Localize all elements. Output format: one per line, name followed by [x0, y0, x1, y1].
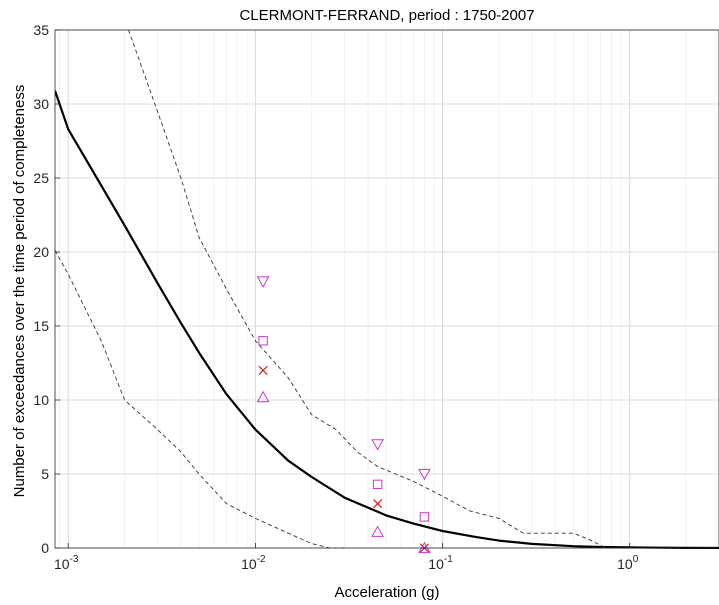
y-tick-label: 20	[33, 244, 49, 260]
triangle-down-marker	[418, 468, 431, 481]
cross-stroke	[258, 365, 268, 376]
y-axis-label: Number of exceedances over the time peri…	[11, 85, 28, 498]
y-tick-label: 35	[33, 22, 49, 38]
mean-curve	[55, 90, 719, 549]
chart-title: CLERMONT-FERRAND, period : 1750-2007	[239, 7, 534, 24]
x-axis-label: Acceleration (g)	[334, 584, 439, 601]
x-tick-label: 10-1	[428, 554, 453, 572]
square-marker	[258, 336, 268, 346]
lower-bound-curve	[55, 250, 345, 549]
y-tick-label: 15	[33, 318, 49, 334]
curves	[55, 29, 719, 549]
square-marker	[372, 479, 383, 490]
y-tick-label: 10	[33, 392, 49, 408]
upper-bound-curve	[128, 29, 622, 549]
y-tick-label: 30	[33, 96, 49, 112]
y-tick-label: 5	[41, 466, 49, 482]
y-tick-label: 0	[41, 540, 49, 556]
triangle-down-marker	[371, 439, 384, 451]
triangle-up-marker	[256, 390, 270, 403]
cross-marker	[258, 365, 268, 376]
square-marker	[419, 512, 430, 522]
triangle-up-marker	[371, 525, 384, 537]
x-tick-label: 100	[617, 554, 639, 572]
triangle-down-marker	[256, 276, 270, 288]
x-tick-label: 10-2	[241, 554, 266, 572]
cross-marker	[373, 498, 383, 509]
x-tick-label: 10-3	[54, 554, 79, 572]
axes-frame	[54, 29, 719, 549]
axis-ticks: 0 5 10 15 20 25 30 35 10-3 10-2 10-1 100	[33, 22, 638, 572]
y-tick-label: 25	[33, 170, 49, 186]
cross-stroke	[373, 498, 383, 509]
